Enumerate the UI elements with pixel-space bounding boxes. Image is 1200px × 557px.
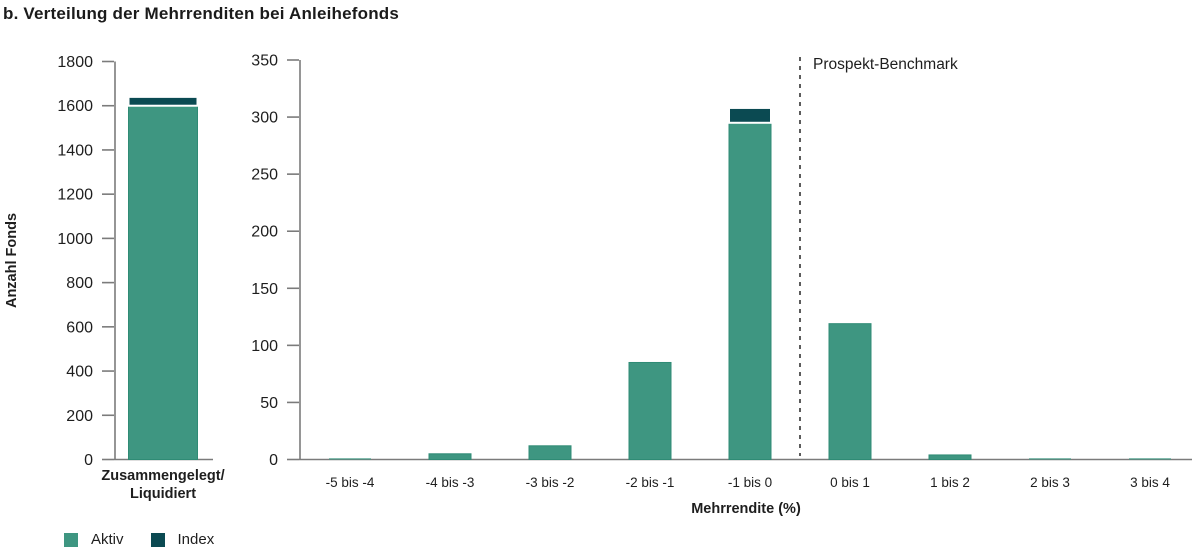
y-tick-label-excess-return-distribution-100: 100 — [251, 338, 278, 355]
x-category-label-0-bis-1: 0 bis 1 — [830, 475, 870, 490]
y-tick-label-merged-liquidated-400: 400 — [66, 364, 93, 381]
bar-aktiv-2-bis-3 — [1029, 458, 1071, 460]
y-tick-label-excess-return-distribution-200: 200 — [251, 224, 278, 241]
bar-aktiv-1-bis-0 — [728, 122, 772, 461]
bar-aktiv-2-bis-1 — [628, 361, 672, 461]
bar-aktiv-5-bis-4 — [329, 458, 371, 460]
x-axis-title-excess-return-distribution: Mehrrendite (%) — [691, 501, 801, 517]
benchmark-label: Prospekt-Benchmark — [813, 56, 958, 73]
legend-label-aktiv: Aktiv — [91, 531, 124, 548]
legend-swatch-aktiv — [64, 532, 78, 547]
bar-index-1-bis-0 — [728, 106, 772, 124]
x-category-label-3-bis-4: 3 bis 4 — [1130, 475, 1170, 490]
y-tick-label-excess-return-distribution-150: 150 — [251, 281, 278, 298]
y-tick-label-excess-return-distribution-0: 0 — [269, 452, 278, 469]
x-category-label-2-bis-3: 2 bis 3 — [1030, 475, 1070, 490]
bar-aktiv-1-bis-2 — [928, 454, 972, 461]
y-tick-label-excess-return-distribution-300: 300 — [251, 110, 278, 127]
bar-aktiv-3-bis-4 — [1129, 458, 1171, 460]
legend-swatch-index — [150, 532, 165, 547]
y-tick-label-merged-liquidated-1800: 1800 — [57, 54, 93, 71]
chart-title: b. Verteilung der Mehrrenditen bei Anlei… — [3, 4, 400, 23]
y-tick-label-merged-liquidated-0: 0 — [84, 452, 93, 469]
y-tick-label-merged-liquidated-1400: 1400 — [57, 142, 93, 159]
bar-aktiv-4-bis-3 — [428, 453, 472, 460]
legend: Aktiv Index — [64, 531, 241, 548]
bar-aktiv-zusammengelegt-liquidiert — [128, 105, 198, 460]
y-tick-label-excess-return-distribution-350: 350 — [251, 53, 278, 70]
x-category-label-1-bis-0: -1 bis 0 — [728, 475, 772, 490]
x-category-label-4-bis-3: -4 bis -3 — [426, 475, 475, 490]
y-axis-title-merged-liquidated: Anzahl Fonds — [4, 213, 20, 308]
y-tick-label-merged-liquidated-200: 200 — [66, 408, 93, 425]
x-category-label-2-bis-1: -2 bis -1 — [626, 475, 675, 490]
y-tick-label-merged-liquidated-800: 800 — [66, 275, 93, 292]
y-tick-label-merged-liquidated-600: 600 — [66, 319, 93, 336]
y-tick-label-merged-liquidated-1000: 1000 — [57, 231, 93, 248]
bar-index-zusammengelegt-liquidiert — [127, 95, 199, 107]
legend-label-index: Index — [177, 531, 215, 548]
bar-aktiv-3-bis-2 — [528, 445, 572, 460]
bar-aktiv-0-bis-1 — [828, 323, 872, 461]
x-category-label-3-bis-2: -3 bis -2 — [526, 475, 575, 490]
y-tick-label-excess-return-distribution-250: 250 — [251, 167, 278, 184]
x-category-label-zusammengelegt: Zusammengelegt/ — [101, 468, 224, 484]
y-tick-label-merged-liquidated-1200: 1200 — [57, 187, 93, 204]
y-tick-label-merged-liquidated-1600: 1600 — [57, 98, 93, 115]
x-category-label-liquidiert: Liquidiert — [130, 486, 196, 502]
x-category-label-1-bis-2: 1 bis 2 — [930, 475, 970, 490]
y-tick-label-excess-return-distribution-50: 50 — [260, 395, 278, 412]
x-category-label-5-bis-4: -5 bis -4 — [326, 475, 375, 490]
